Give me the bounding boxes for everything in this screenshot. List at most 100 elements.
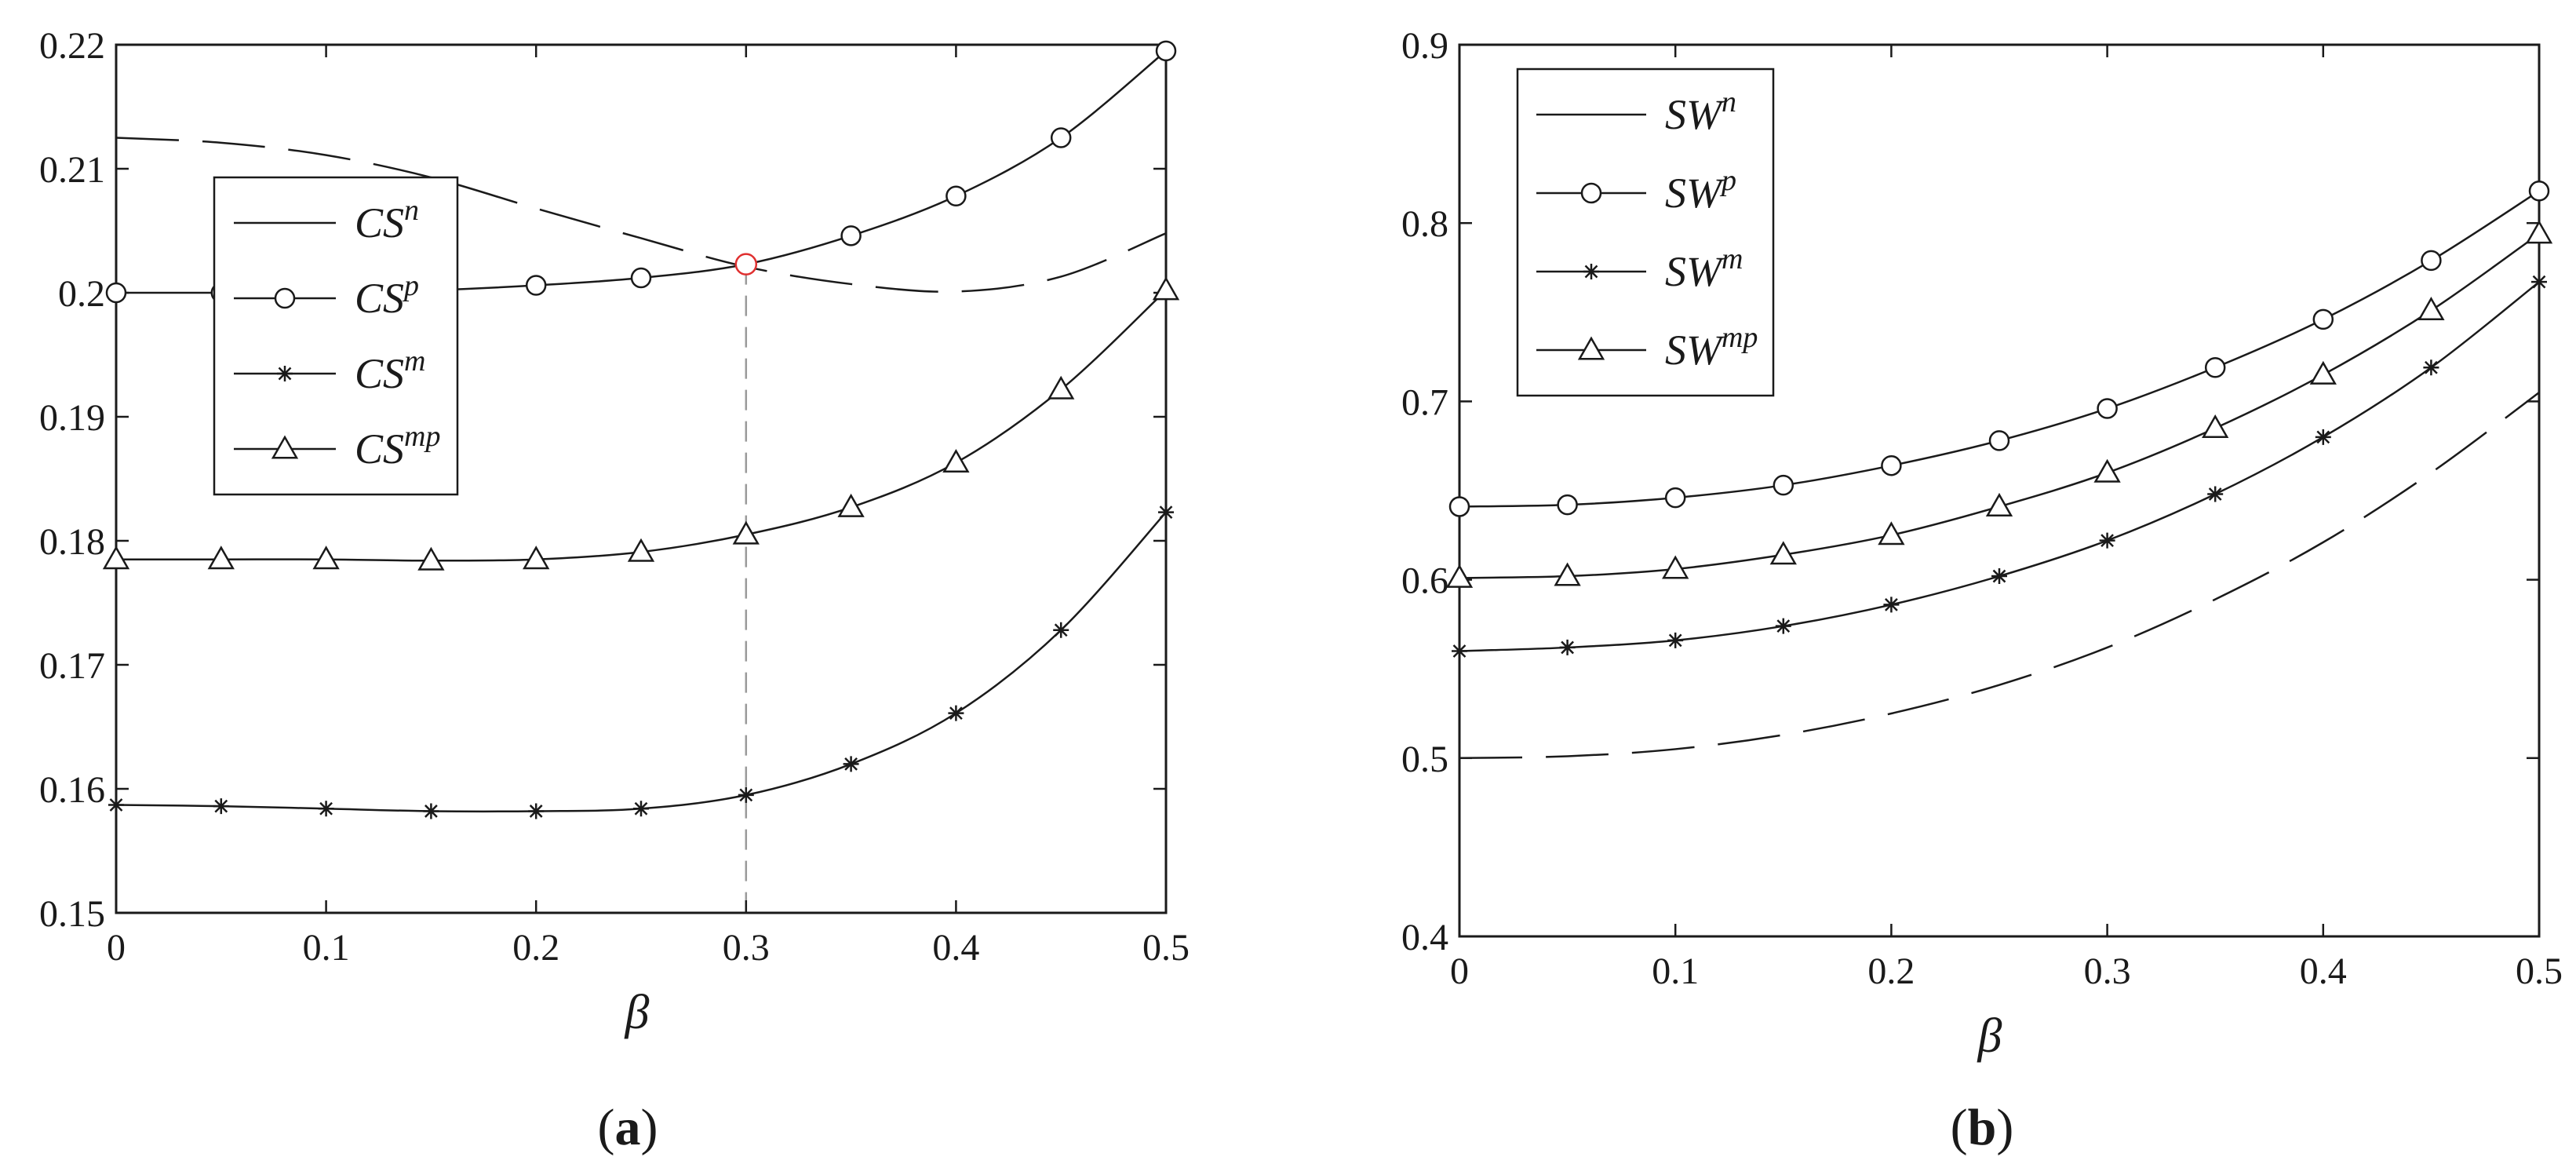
data-point-asterisk — [738, 786, 754, 803]
chart-panel-b: 0.4 0.5 0.6 0.7 0.8 0.9 0 0.1 0.2 0.3 0.4 0.5 β (b… — [1401, 25, 2563, 1156]
data-point-circle — [1664, 487, 1686, 509]
x-axis-label-a: β — [625, 986, 650, 1039]
legend-a: CSn CSp CSm CSmp — [213, 176, 459, 496]
legend-marker-circle — [1580, 182, 1602, 204]
data-point-asterisk — [1452, 643, 1467, 659]
y-tick-label: 0.6 — [1401, 560, 1448, 602]
data-point-circle — [1155, 40, 1177, 62]
data-point-asterisk — [2099, 532, 2115, 549]
series-line — [115, 511, 1167, 813]
data-point-circle — [1448, 496, 1470, 517]
data-point-circle — [2097, 398, 2118, 419]
legend-frame-a — [213, 176, 459, 496]
data-point-triangle — [1662, 555, 1689, 579]
panel-label-a-letter: a — [615, 1099, 641, 1156]
x-tick-label: 0.2 — [512, 927, 559, 969]
series-sw-n — [1459, 392, 2540, 760]
series-line — [1459, 392, 2540, 760]
data-point-circle — [105, 282, 127, 304]
data-point-asterisk — [948, 705, 964, 721]
data-point-circle — [1557, 494, 1578, 516]
x-tick-label: 0.1 — [303, 927, 350, 969]
series-sw-m — [1452, 274, 2547, 659]
x-tick-label: 0.2 — [1867, 951, 1915, 992]
series-cs-mp — [102, 276, 1180, 571]
data-point-triangle — [1985, 492, 2013, 516]
legend-entry-label: SWp — [1665, 164, 1736, 217]
data-point-triangle — [942, 448, 970, 473]
y-tick-label: 0.19 — [39, 397, 105, 439]
data-point-triangle — [1048, 375, 1075, 400]
data-point-asterisk — [318, 801, 334, 817]
series-group-b — [1445, 181, 2553, 760]
legend-marker-asterisk — [277, 366, 293, 381]
data-point-asterisk — [2207, 486, 2224, 502]
data-point-triangle — [1554, 562, 1581, 586]
plot-frame-a — [115, 43, 1168, 914]
x-ticks-b: 0 0.1 0.2 0.3 0.4 0.5 — [1450, 45, 2563, 992]
y-tick-label: 0.16 — [39, 769, 105, 811]
data-point-asterisk — [843, 756, 859, 772]
panel-label-b-letter: b — [1968, 1099, 1997, 1156]
panel-label-a: (a) — [598, 1099, 658, 1156]
y-tick-label: 0.4 — [1401, 917, 1448, 958]
legend-entry-label: SWmp — [1665, 321, 1758, 374]
data-point-circle — [1988, 430, 2010, 451]
data-point-triangle — [2093, 458, 2121, 483]
legend-entry-label: CSmp — [355, 420, 440, 473]
legend-b: SWn SWp SWm SWmp — [1516, 68, 1775, 397]
y-tick-label: 0.2 — [58, 273, 105, 315]
legend-entry-label: CSm — [355, 345, 425, 397]
data-point-triangle — [1769, 541, 1797, 565]
data-point-triangle — [2309, 360, 2337, 385]
data-point-triangle — [102, 546, 130, 570]
intersection-point-highlight — [734, 253, 758, 276]
data-point-triangle — [2418, 297, 2445, 321]
y-ticks-a: 0.15 0.16 0.17 0.18 0.19 0.2 0.21 0.22 — [39, 25, 1166, 935]
data-point-circle — [840, 225, 862, 246]
data-point-triangle — [2525, 220, 2553, 244]
x-tick-label: 0.4 — [932, 927, 979, 969]
data-point-triangle — [312, 546, 340, 570]
data-point-triangle — [523, 546, 550, 570]
y-tick-label: 0.7 — [1401, 381, 1448, 423]
data-point-circle — [1881, 454, 1902, 476]
series-line — [115, 137, 1167, 293]
data-point-triangle — [417, 546, 445, 571]
y-tick-label: 0.21 — [39, 149, 105, 191]
y-tick-label: 0.8 — [1401, 203, 1448, 245]
data-point-asterisk — [108, 797, 124, 813]
legend-marker-triangle — [1577, 336, 1605, 360]
data-point-asterisk — [1775, 618, 1791, 634]
series-cs-m — [108, 504, 1174, 819]
plot-frame-b — [1458, 43, 2541, 938]
data-point-asterisk — [1667, 632, 1684, 648]
data-point-circle — [1050, 127, 1072, 148]
data-point-circle — [525, 275, 547, 296]
y-tick-label: 0.5 — [1401, 739, 1448, 780]
x-ticks-a: 0 0.1 0.2 0.3 0.4 0.5 — [107, 45, 1190, 969]
data-point-circle — [946, 185, 967, 207]
y-tick-label: 0.18 — [39, 521, 105, 563]
panel-label-b: (b) — [1951, 1099, 2014, 1156]
series-sw-mp — [1445, 220, 2553, 588]
legend-frame-b — [1516, 68, 1775, 397]
series-line — [1459, 281, 2540, 652]
legend-marker-circle — [274, 287, 296, 309]
x-tick-label: 0 — [1450, 951, 1469, 992]
data-point-asterisk — [213, 798, 229, 815]
x-tick-label: 0 — [107, 927, 126, 969]
data-point-triangle — [1445, 564, 1474, 588]
data-point-asterisk — [1559, 639, 1576, 655]
legend-entry-label: CSp — [355, 269, 419, 322]
x-tick-label: 0.1 — [1652, 951, 1699, 992]
x-tick-label: 0.3 — [723, 927, 770, 969]
legend-entry-label: SWn — [1665, 86, 1736, 138]
y-tick-label: 0.9 — [1401, 25, 1448, 67]
legend-entry-label: CSn — [355, 194, 419, 246]
y-tick-label: 0.22 — [39, 25, 105, 67]
series-line — [115, 289, 1167, 562]
chart-panel-a: 0.150.160.170.180.190.20.210.22 0 0.1 0.2 0… — [39, 25, 1190, 1156]
data-point-triangle — [207, 546, 235, 570]
x-tick-label: 0.3 — [2084, 951, 2131, 992]
